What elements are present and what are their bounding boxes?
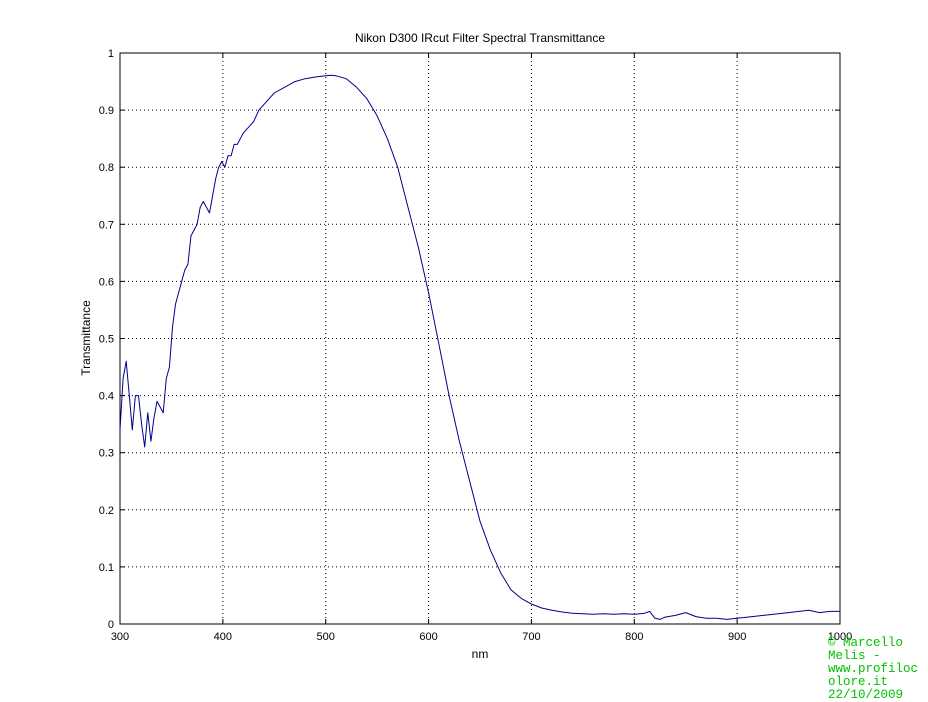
y-tick-label: 0 xyxy=(108,619,114,631)
x-tick-label: 300 xyxy=(111,631,129,643)
x-axis-label: nm xyxy=(472,647,489,661)
y-tick-label: 0.9 xyxy=(99,105,114,117)
y-tick-label: 0.2 xyxy=(99,505,114,517)
x-tick-label: 800 xyxy=(625,631,643,643)
transmittance-series-line xyxy=(119,74,840,620)
x-tick-label: 900 xyxy=(728,631,746,643)
y-tick-label: 0.3 xyxy=(99,448,114,460)
y-tick-label: 1 xyxy=(108,48,114,60)
x-tick-label: 400 xyxy=(214,631,232,643)
x-tick-label: 1000 xyxy=(828,631,852,643)
y-tick-label: 0.6 xyxy=(99,276,114,288)
chart-title: Nikon D300 IRcut Filter Spectral Transmi… xyxy=(355,31,605,45)
grid-lines xyxy=(120,53,840,624)
y-tick-label: 0.5 xyxy=(99,334,114,346)
x-tick-label: 500 xyxy=(317,631,335,643)
copyright-credit: © Marcello Melis - www.profiloc olore.it… xyxy=(828,636,926,702)
y-axis-label: Transmittance xyxy=(79,300,93,376)
series-group xyxy=(119,74,840,620)
x-tick-label: 700 xyxy=(522,631,540,643)
axis-ticks: 300 400 500 600 700 800 900 1000 0 0.1 0.2 0.3 0.4 0.… xyxy=(99,48,853,643)
y-tick-label: 0.8 xyxy=(99,162,114,174)
y-tick-label: 0.1 xyxy=(99,562,114,574)
y-tick-label: 0.7 xyxy=(99,219,114,231)
y-tick-label: 0.4 xyxy=(99,391,114,403)
x-tick-label: 600 xyxy=(419,631,437,643)
